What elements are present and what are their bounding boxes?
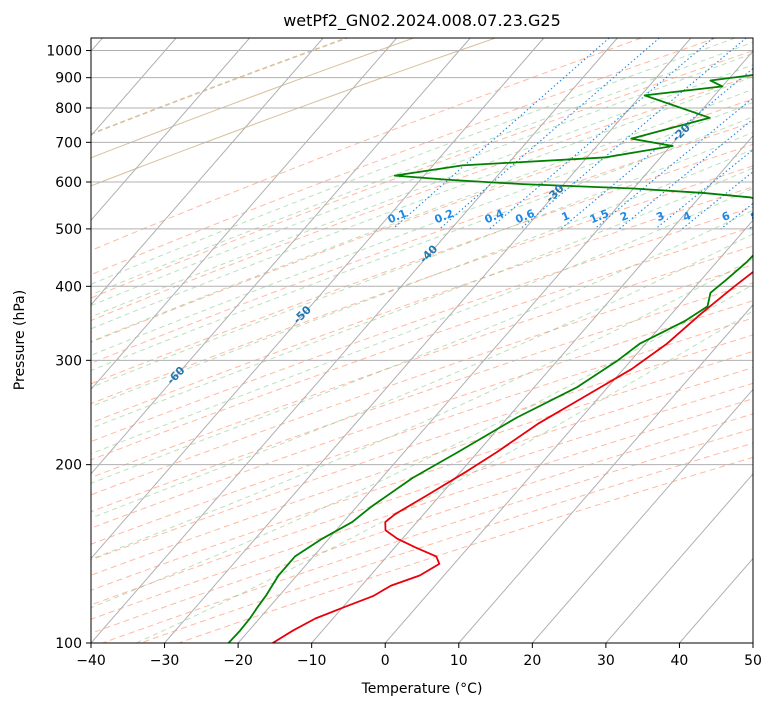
data-series	[227, 74, 753, 643]
x-tick-label: 20	[523, 653, 541, 669]
y-tick-label: 800	[55, 101, 82, 117]
isotherm-line	[237, 50, 753, 643]
isotherm-line	[91, 38, 545, 560]
y-tick-label: 400	[55, 279, 82, 295]
y-tick-label: 100	[55, 636, 82, 652]
y-tick-label: 1000	[46, 44, 82, 60]
dry-adiabat	[140, 442, 753, 643]
isotherm-line	[752, 642, 753, 643]
x-tick-label: 50	[744, 653, 762, 669]
dry-adiabat	[91, 317, 753, 545]
moist-adiabat	[91, 101, 753, 356]
isotherm-line	[531, 388, 753, 643]
chart-title: wetPf2_GN02.2024.008.07.23.G25	[283, 11, 561, 31]
y-tick-label: 700	[55, 135, 82, 151]
isotherm-line	[91, 38, 398, 391]
dry-adiabat	[91, 382, 753, 606]
mixing-ratio-line	[594, 97, 753, 230]
y-tick-label: 900	[55, 71, 82, 87]
moist-adiabat	[91, 38, 736, 285]
x-tick-label: −40	[76, 653, 106, 669]
reference-curve	[91, 38, 497, 187]
dry-adiabat	[91, 334, 753, 561]
moist-adiabat	[91, 209, 753, 484]
x-tick-label: −30	[150, 653, 180, 669]
y-axis-label: Pressure (hPa)	[12, 290, 28, 390]
isotherm-line	[311, 134, 753, 643]
dry-adiabat	[91, 350, 753, 576]
isotherm-line	[91, 38, 324, 306]
mixing-ratio-label: 1	[560, 209, 572, 224]
mixing-ratio-line	[489, 38, 714, 230]
y-tick-label: 300	[55, 353, 82, 369]
mixing-ratio-label: 10	[768, 208, 775, 226]
x-tick-label: −10	[297, 653, 327, 669]
dry-adiabat	[91, 367, 753, 591]
moist-adiabat	[91, 52, 753, 307]
dewpoint-line	[227, 74, 753, 643]
mixing-ratio-line	[439, 38, 660, 230]
dry-adiabat	[102, 428, 753, 643]
y-tick-label: 600	[55, 175, 82, 191]
isotherm-line	[605, 473, 753, 643]
isotherm-line	[458, 304, 753, 643]
dry-adiabat	[91, 398, 753, 620]
isotherm-line	[91, 38, 471, 475]
temperature-line	[272, 270, 753, 643]
plot-background	[91, 38, 753, 643]
y-tick-label: 500	[55, 222, 82, 238]
isotherm-line	[91, 38, 250, 222]
mixing-ratio-label: 8	[749, 209, 761, 224]
x-tick-label: −20	[223, 653, 253, 669]
y-tick-label: 200	[55, 458, 82, 474]
dry-adiabat	[91, 50, 753, 299]
mixing-ratio-label: 2	[618, 209, 630, 224]
x-tick-label: 30	[597, 653, 615, 669]
moist-adiabat	[91, 41, 753, 296]
reference-curve	[91, 38, 416, 159]
dry-adiabat	[91, 74, 753, 322]
isotherm-line	[384, 219, 753, 643]
plot-frame	[90, 37, 754, 644]
x-tick-label: 40	[671, 653, 689, 669]
dry-adiabat	[91, 413, 753, 634]
mixing-ratio-label: 3	[654, 209, 666, 224]
isotherm-line	[164, 38, 692, 643]
moist-adiabat	[91, 187, 753, 455]
x-tick-label: 10	[450, 653, 468, 669]
isotherm-label: -70	[38, 424, 61, 447]
moist-adiabat	[91, 88, 753, 343]
dry-adiabat	[91, 38, 642, 252]
x-axis-label: Temperature (°C)	[361, 681, 483, 697]
x-tick-label: 0	[381, 653, 390, 669]
moist-adiabat	[136, 310, 753, 643]
mixing-ratio-line	[681, 171, 753, 230]
background-lines	[91, 38, 753, 643]
isotherm-line	[91, 38, 618, 643]
